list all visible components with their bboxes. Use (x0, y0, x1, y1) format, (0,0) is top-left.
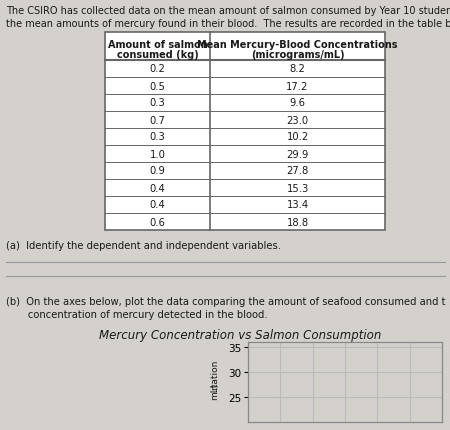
Text: 27.8: 27.8 (286, 166, 309, 176)
Text: concentration of mercury detected in the blood.: concentration of mercury detected in the… (6, 309, 268, 319)
Text: 0.3: 0.3 (149, 132, 166, 142)
Text: 0.5: 0.5 (149, 81, 166, 91)
Text: 0.2: 0.2 (149, 64, 166, 74)
Text: 0.6: 0.6 (149, 217, 166, 227)
Bar (105, 33, 385, 230)
Text: 23.0: 23.0 (287, 115, 309, 125)
Text: The CSIRO has collected data on the mean amount of salmon consumed by Year 10 st: The CSIRO has collected data on the mean… (6, 6, 450, 16)
Text: 15.3: 15.3 (286, 183, 309, 193)
Text: (a)  Identify the dependent and independent variables.: (a) Identify the dependent and independe… (6, 240, 281, 250)
Text: rtation: rtation (211, 359, 220, 389)
Text: 1.0: 1.0 (149, 149, 166, 159)
Text: 18.8: 18.8 (287, 217, 309, 227)
Text: 0.3: 0.3 (149, 98, 166, 108)
Text: (b)  On the axes below, plot the data comparing the amount of seafood consumed a: (b) On the axes below, plot the data com… (6, 296, 446, 306)
Text: mL): mL) (211, 381, 220, 399)
Text: 29.9: 29.9 (286, 149, 309, 159)
Bar (105, 33, 385, 230)
Text: consumed (kg): consumed (kg) (117, 50, 198, 60)
Text: 0.4: 0.4 (149, 183, 166, 193)
Text: 0.7: 0.7 (149, 115, 166, 125)
Text: Mercury Concentration vs Salmon Consumption: Mercury Concentration vs Salmon Consumpt… (99, 328, 381, 341)
Text: 0.4: 0.4 (149, 200, 166, 210)
Text: 8.2: 8.2 (289, 64, 306, 74)
Text: the mean amounts of mercury found in their blood.  The results are recorded in t: the mean amounts of mercury found in the… (6, 19, 450, 29)
Text: Amount of salmon: Amount of salmon (108, 40, 207, 50)
Text: 10.2: 10.2 (286, 132, 309, 142)
Text: (micrograms/mL): (micrograms/mL) (251, 50, 344, 60)
Text: 13.4: 13.4 (287, 200, 309, 210)
Text: 9.6: 9.6 (289, 98, 306, 108)
Text: Mean Mercury-Blood Concentrations: Mean Mercury-Blood Concentrations (197, 40, 398, 50)
Text: 17.2: 17.2 (286, 81, 309, 91)
Text: 0.9: 0.9 (149, 166, 166, 176)
